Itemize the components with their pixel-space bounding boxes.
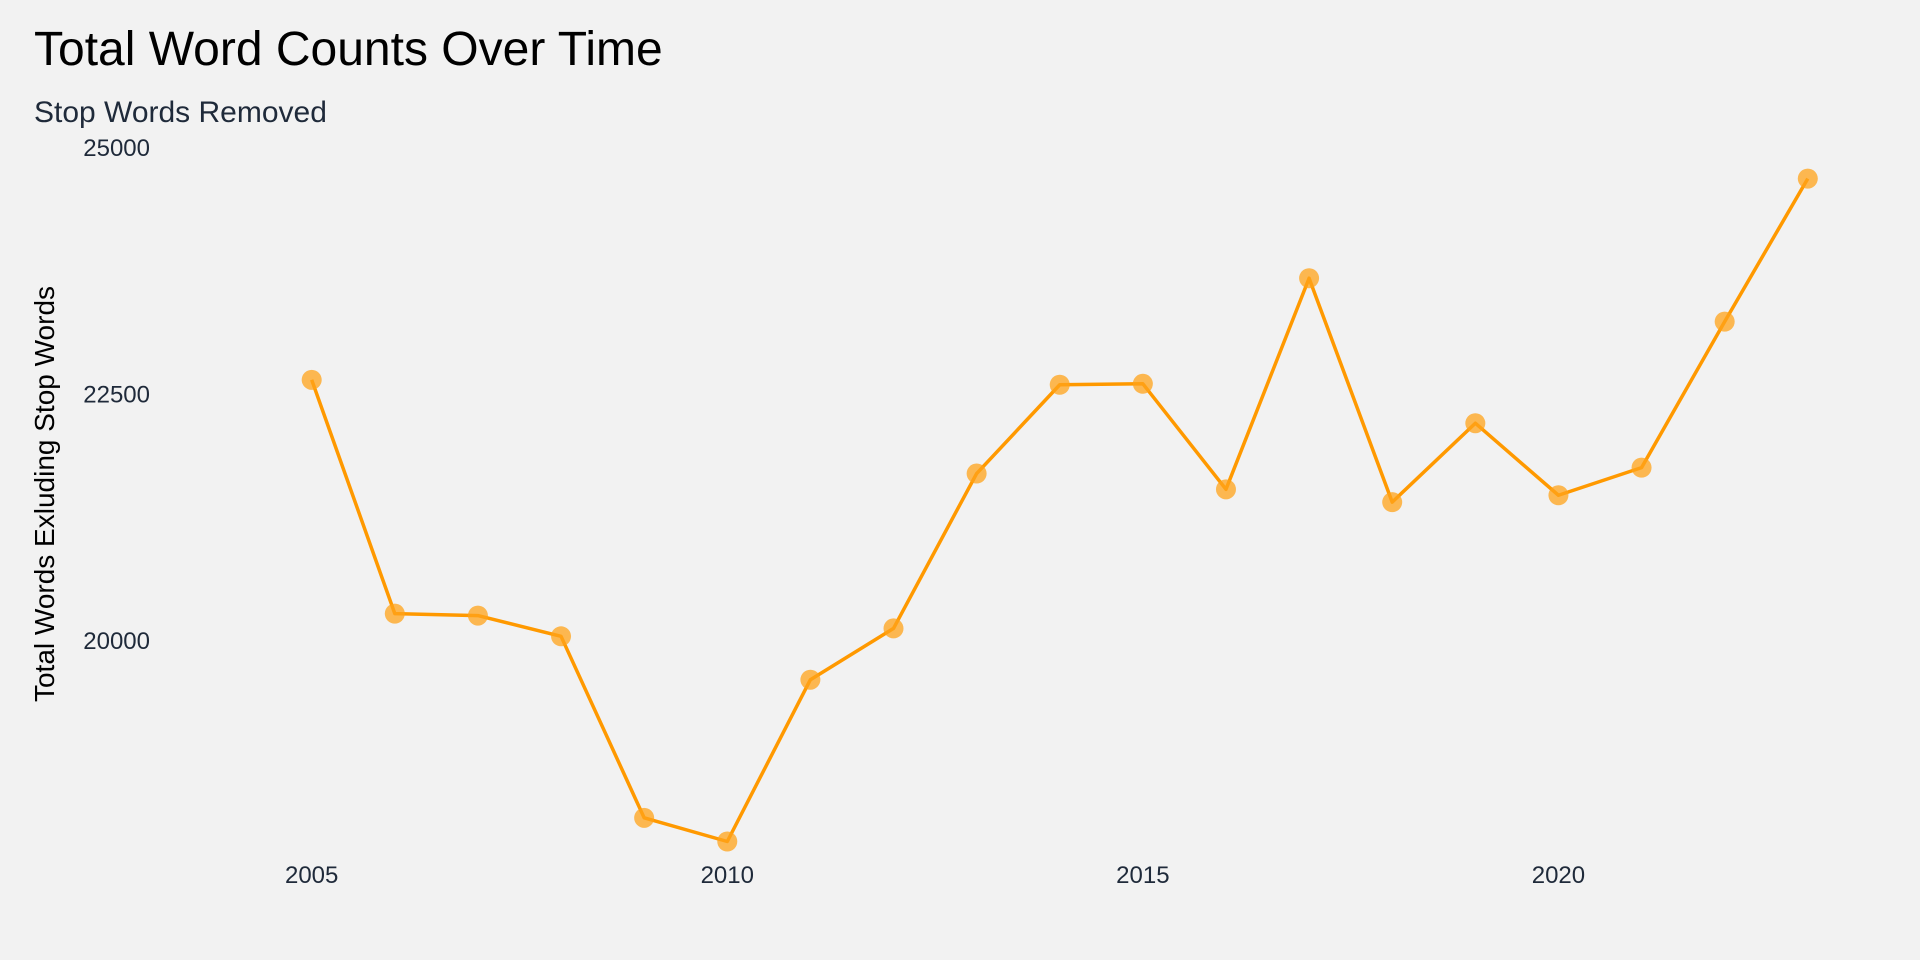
data-point-2005[interactable] <box>301 369 322 390</box>
data-point-2017[interactable] <box>1299 268 1320 289</box>
x-tick-label: 2015 <box>1116 862 1169 889</box>
data-point-2013[interactable] <box>966 463 987 484</box>
data-point-2008[interactable] <box>551 626 572 647</box>
data-point-2018[interactable] <box>1382 492 1403 513</box>
chart-subtitle: Stop Words Removed <box>34 96 327 129</box>
data-point-2014[interactable] <box>1049 374 1070 395</box>
x-tick-label: 2010 <box>701 862 754 889</box>
x-axis-ticks: 2005 2010 2015 2020 <box>285 862 1585 889</box>
series-points <box>301 168 1818 852</box>
y-axis-ticks: 20000 22500 25000 <box>83 135 150 655</box>
data-point-2015[interactable] <box>1132 373 1153 394</box>
data-point-2022[interactable] <box>1714 311 1735 332</box>
data-point-2007[interactable] <box>467 605 488 626</box>
data-point-2023[interactable] <box>1797 168 1818 189</box>
y-tick-label: 25000 <box>83 135 150 162</box>
data-point-2021[interactable] <box>1631 457 1652 478</box>
y-tick-label: 20000 <box>83 628 150 655</box>
data-point-2020[interactable] <box>1548 485 1569 506</box>
series-line <box>310 177 1810 844</box>
data-point-2009[interactable] <box>634 807 655 828</box>
x-tick-label: 2020 <box>1532 862 1585 889</box>
y-tick-label: 22500 <box>83 382 150 409</box>
data-point-2019[interactable] <box>1465 413 1486 434</box>
x-tick-label: 2005 <box>285 862 338 889</box>
data-point-2011[interactable] <box>800 669 821 690</box>
y-axis-title: Total Words Exluding Stop Words <box>29 286 60 702</box>
data-point-2006[interactable] <box>384 603 405 624</box>
chart-title: Total Word Counts Over Time <box>34 23 663 76</box>
data-point-2016[interactable] <box>1215 479 1236 500</box>
series-lines <box>310 177 1810 844</box>
data-point-2012[interactable] <box>883 618 904 639</box>
data-point-2010[interactable] <box>717 831 738 852</box>
